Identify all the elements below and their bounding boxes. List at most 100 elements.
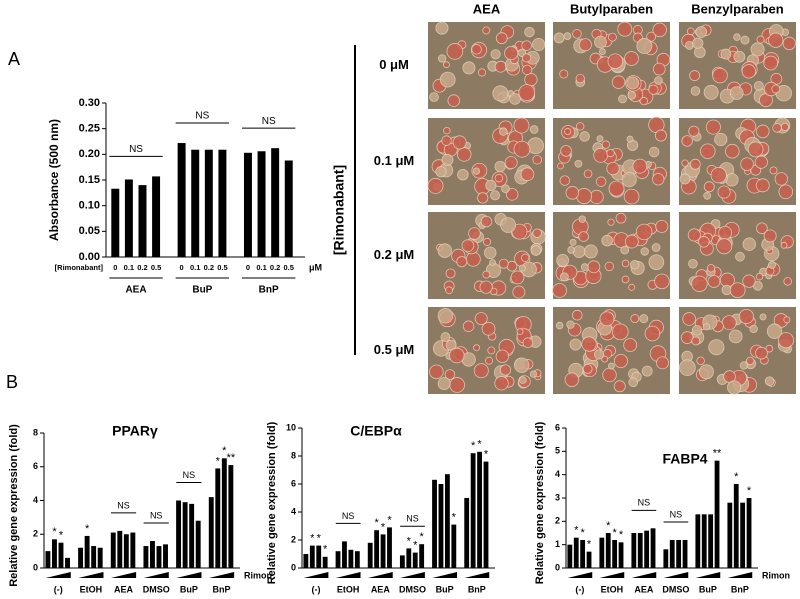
significance: * bbox=[381, 521, 386, 533]
row-label: 0.2 μM bbox=[374, 247, 414, 262]
significance: * bbox=[734, 471, 739, 483]
cell bbox=[733, 33, 741, 41]
y-tick-label: 0 bbox=[291, 562, 296, 572]
y-tick-label: 1 bbox=[555, 539, 560, 549]
cell bbox=[505, 188, 519, 201]
cell bbox=[754, 155, 768, 169]
bar bbox=[644, 530, 650, 568]
y-tick-label: 0.05 bbox=[79, 225, 100, 237]
cell bbox=[640, 247, 649, 256]
cell bbox=[729, 282, 746, 299]
y-tick-label: 0.10 bbox=[79, 200, 100, 212]
group-label: AEA bbox=[114, 584, 134, 594]
y-tick-label: 6 bbox=[555, 422, 560, 432]
bar bbox=[117, 530, 123, 568]
cell bbox=[435, 21, 449, 35]
bar bbox=[150, 541, 155, 568]
cell bbox=[473, 363, 489, 379]
bar bbox=[669, 540, 675, 568]
cell bbox=[513, 117, 530, 134]
x-tick-label: 0.1 bbox=[124, 263, 134, 272]
cell bbox=[578, 38, 592, 52]
cell bbox=[733, 50, 746, 63]
cell bbox=[494, 160, 506, 173]
cell bbox=[576, 122, 585, 131]
bar bbox=[406, 548, 412, 568]
dose-wedge bbox=[663, 572, 689, 578]
cell bbox=[567, 246, 575, 254]
bar bbox=[412, 552, 418, 568]
cell bbox=[687, 228, 701, 242]
cell bbox=[477, 192, 489, 204]
cell bbox=[738, 308, 754, 325]
bar bbox=[45, 551, 51, 568]
cell bbox=[485, 179, 497, 191]
bar bbox=[65, 557, 70, 568]
cell bbox=[522, 337, 534, 348]
cell bbox=[630, 314, 640, 324]
cell bbox=[481, 321, 496, 336]
cell bbox=[518, 376, 527, 384]
cell bbox=[601, 234, 613, 247]
cell bbox=[624, 234, 639, 249]
significance: * bbox=[452, 512, 457, 524]
cell bbox=[688, 258, 698, 269]
cell bbox=[705, 119, 721, 135]
row-label: 0.1 μM bbox=[374, 153, 414, 168]
cell bbox=[651, 243, 661, 252]
cell bbox=[635, 223, 653, 241]
cell bbox=[563, 32, 572, 40]
cell bbox=[565, 186, 580, 200]
cell bbox=[452, 135, 467, 150]
x-note: Rimon bbox=[762, 570, 790, 580]
dose-wedge bbox=[695, 572, 721, 578]
cell bbox=[569, 238, 577, 246]
cell bbox=[559, 175, 571, 186]
cell bbox=[520, 167, 535, 182]
cell bbox=[510, 270, 525, 285]
cell bbox=[439, 71, 456, 88]
significance: * bbox=[387, 514, 392, 526]
bar bbox=[432, 479, 437, 568]
cell bbox=[557, 162, 564, 170]
bar bbox=[419, 544, 425, 568]
cell bbox=[437, 308, 454, 324]
ns-label: NS bbox=[183, 470, 196, 480]
cell bbox=[473, 344, 481, 352]
ns-label: NS bbox=[150, 510, 163, 520]
cell bbox=[695, 26, 708, 38]
cell bbox=[594, 349, 605, 360]
dose-wedge bbox=[727, 572, 753, 578]
bar bbox=[714, 460, 720, 568]
dose-wedge bbox=[464, 572, 490, 578]
bar bbox=[612, 540, 618, 568]
cell bbox=[512, 285, 526, 299]
cell bbox=[490, 49, 501, 60]
bar bbox=[163, 544, 168, 568]
bar bbox=[740, 502, 746, 568]
group-label: DMSO bbox=[143, 584, 170, 594]
y-tick-label: 8 bbox=[33, 427, 38, 437]
cell bbox=[487, 346, 496, 355]
bar bbox=[221, 458, 227, 568]
group-label: EtOH bbox=[80, 584, 103, 594]
cell bbox=[482, 270, 491, 279]
cell bbox=[595, 176, 607, 187]
y-tick-label: 5 bbox=[555, 446, 560, 456]
cell bbox=[691, 275, 708, 292]
cell bbox=[514, 357, 530, 373]
cell bbox=[498, 258, 509, 269]
cell bbox=[718, 225, 733, 240]
dose-wedge bbox=[432, 572, 458, 578]
cell bbox=[501, 184, 510, 194]
bar bbox=[58, 542, 64, 568]
y-axis-label: Relative gene expression (fold) bbox=[534, 421, 546, 584]
significance: * bbox=[216, 455, 221, 467]
cell bbox=[729, 86, 744, 100]
cell bbox=[559, 272, 569, 282]
cell bbox=[606, 161, 620, 176]
bar bbox=[618, 542, 624, 568]
cell bbox=[532, 228, 542, 238]
ns-label: NS bbox=[262, 116, 276, 127]
cell bbox=[681, 159, 689, 167]
